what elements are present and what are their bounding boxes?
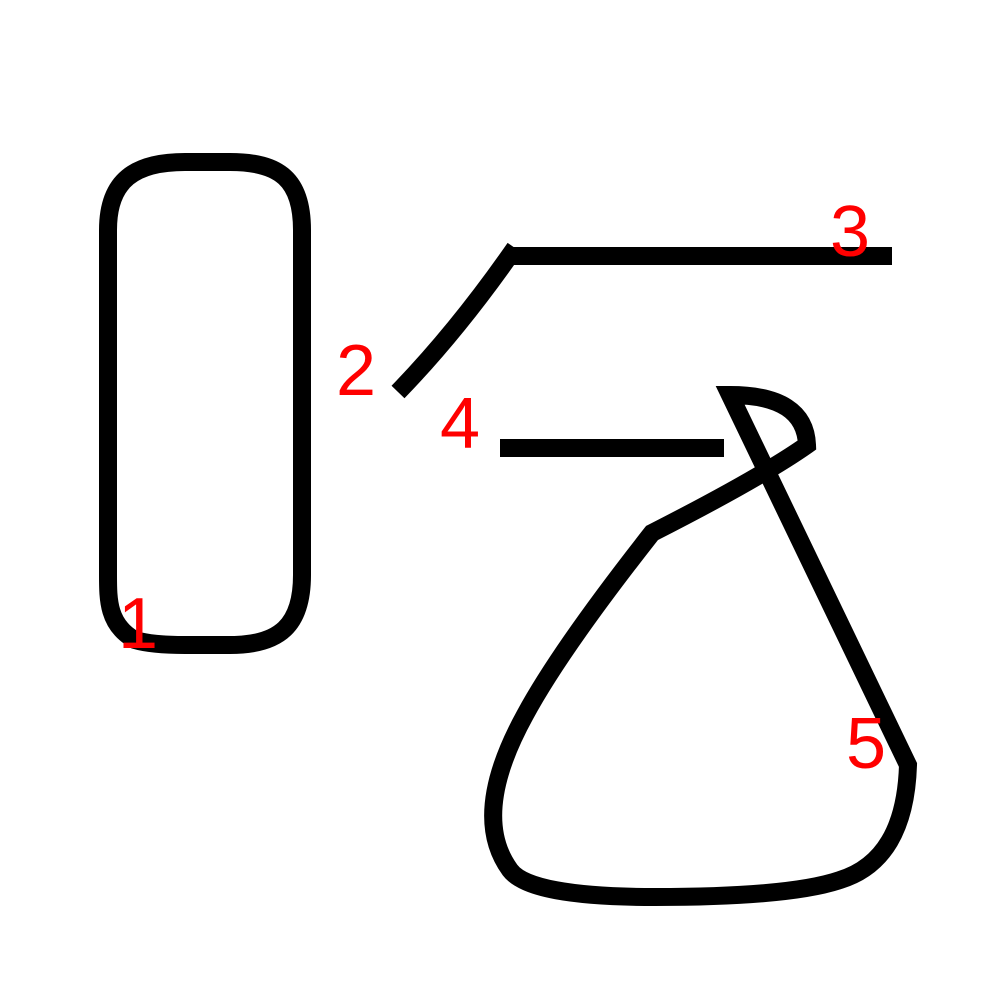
- stroke-5-path: [484, 385, 918, 907]
- stroke-label-3: 3: [830, 192, 870, 272]
- stroke-label-1: 1: [118, 584, 158, 664]
- stroke-1-path: [99, 153, 311, 654]
- stroke-label-5: 5: [846, 704, 886, 784]
- stroke-label-4: 4: [440, 384, 480, 464]
- stroke-2-path: [391, 242, 523, 399]
- stroke-label-2: 2: [336, 331, 376, 411]
